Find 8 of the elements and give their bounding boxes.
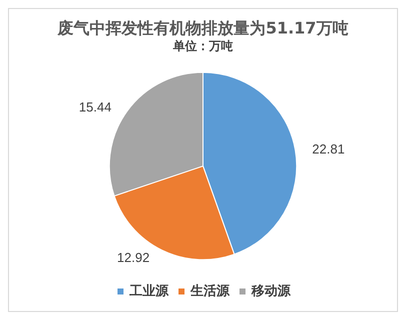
chart-title: 废气中挥发性有机物排放量为51.17万吨 (56, 18, 348, 38)
data-label: 12.92 (117, 250, 150, 265)
legend-label: 工业源 (128, 284, 170, 299)
legend-label: 移动源 (250, 284, 292, 299)
data-label: 22.81 (312, 141, 345, 156)
legend-label: 生活源 (190, 284, 230, 299)
data-label: 15.44 (78, 99, 112, 114)
chart-subtitle: 单位：万吨 (172, 39, 233, 53)
